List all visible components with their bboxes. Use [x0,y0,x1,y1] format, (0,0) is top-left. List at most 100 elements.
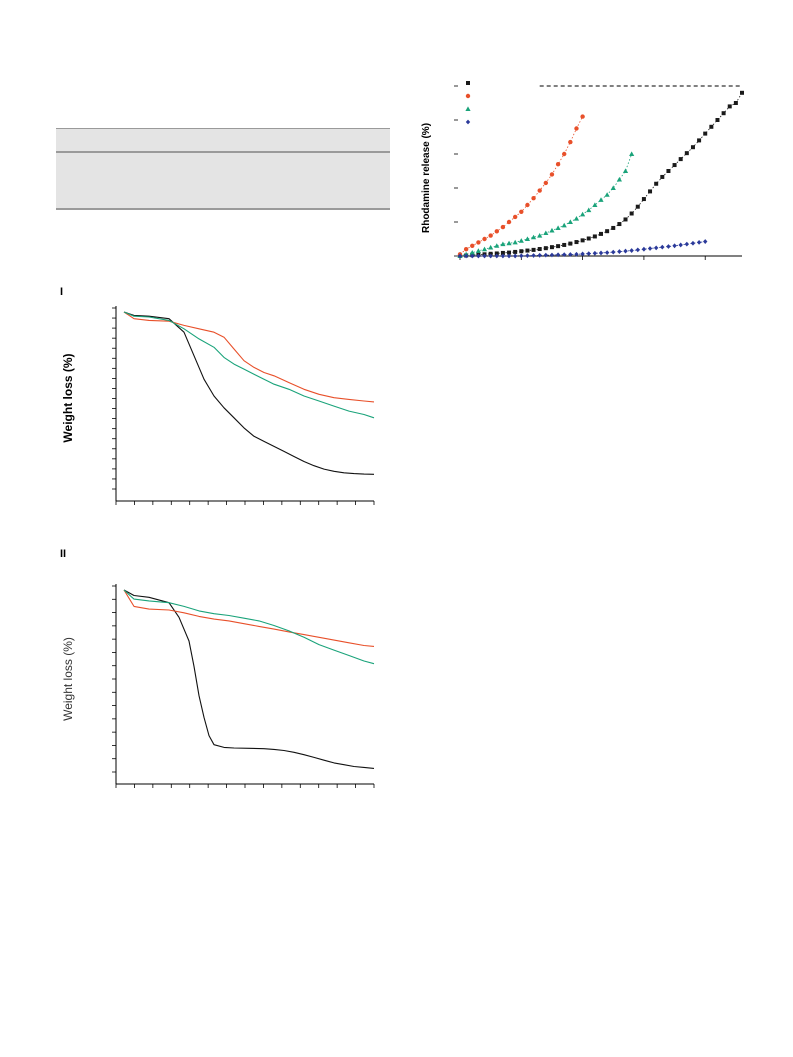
release-point-circle [512,214,518,220]
release-point-triangle [494,243,500,248]
release-legend [465,81,471,125]
release-point-square [629,211,634,216]
release-chart: Rhodamine release (%) [421,81,744,260]
release-point-circle [494,229,499,234]
release-point-circle [500,224,506,230]
release-point-square [666,169,671,173]
release-point-circle [463,247,469,252]
tga-I-ylabel: Weight loss (%) [61,353,75,442]
release-point-diamond [506,253,512,259]
release-point-square [556,244,561,249]
release-point-square [709,124,714,129]
release-point-triangle [543,230,549,236]
release-point-diamond [476,253,481,259]
release-point-diamond [641,246,647,252]
release-point-diamond [604,250,610,255]
panel-label-II: II [60,548,67,560]
release-point-diamond [512,253,518,259]
release-point-square [549,245,554,250]
release-point-triangle [500,241,506,247]
release-point-square [740,90,744,95]
release-point-triangle [537,233,543,238]
release-point-square [525,248,530,253]
release-point-square [684,151,689,156]
release-point-triangle [475,248,481,253]
release-point-square [543,246,548,251]
release-point-circle [525,202,530,208]
release-point-diamond [463,253,469,259]
release-ylabel: Rhodamine release (%) [421,123,432,233]
release-point-triangle [573,216,580,221]
legend-marker-square [466,81,470,85]
release-point-triangle [481,246,488,252]
release-point-diamond [635,247,640,253]
release-point-square [574,240,579,245]
release-point-triangle [518,238,524,243]
release-fit-line [459,116,583,255]
release-point-diamond [482,253,487,259]
release-point-circle [549,172,555,177]
release-point-circle [519,209,524,214]
release-point-diamond [666,244,671,249]
release-point-diamond [598,250,604,256]
release-point-circle [580,114,585,119]
tga-chart-I: Weight loss (%) [61,306,375,505]
release-point-triangle [488,244,494,250]
release-point-diamond [647,246,653,251]
tga-II-axes [112,584,375,788]
release-point-square [703,131,708,136]
panel-label-I: I [60,286,64,298]
release-point-square [611,225,616,230]
release-point-diamond [660,244,665,250]
tga-curve [123,311,375,403]
release-point-square [494,251,499,256]
release-point-circle [470,243,475,248]
release-point-triangle [629,151,635,156]
release-point-square [592,234,597,239]
legend-marker-circle [465,93,471,99]
release-points [457,90,744,259]
release-point-triangle [512,239,518,245]
release-point-square [690,145,695,150]
release-point-diamond [470,253,475,259]
legend-marker-triangle [465,106,471,111]
release-point-square [648,189,653,194]
table-band [56,128,390,210]
release-point-diamond [678,242,683,248]
release-fit-line [459,92,743,257]
release-point-triangle [555,225,561,230]
release-point-triangle [530,234,537,240]
release-point-square [537,247,542,252]
release-point-diamond [611,249,616,255]
tga-chart-II: Weight loss (%) [61,584,375,788]
release-point-circle [574,126,579,131]
release-point-square [733,101,738,105]
release-point-square [641,197,646,202]
tga-I-lines [123,311,375,475]
release-point-triangle [580,211,586,217]
release-point-circle [562,151,567,157]
release-point-triangle [604,192,610,197]
release-point-circle [476,240,481,245]
release-point-square [678,157,683,162]
release-point-square [513,249,518,254]
release-point-square [500,250,505,255]
release-point-triangle [549,227,555,233]
release-point-diamond [586,251,591,257]
release-point-square [721,111,726,116]
release-point-square [519,249,524,254]
release-point-diamond [703,239,708,244]
release-point-diamond [629,248,634,253]
release-point-circle [543,180,549,186]
release-point-diamond [574,251,579,257]
release-point-triangle [586,207,592,213]
release-point-square [507,250,512,255]
release-point-diamond [457,253,463,259]
release-point-square [660,174,665,179]
release-point-diamond [617,249,622,254]
tga-curve [123,589,375,769]
tga-II-ylabel: Weight loss (%) [61,637,75,721]
release-point-circle [506,219,512,225]
release-point-square [697,138,702,143]
legend-marker-diamond [465,119,471,125]
